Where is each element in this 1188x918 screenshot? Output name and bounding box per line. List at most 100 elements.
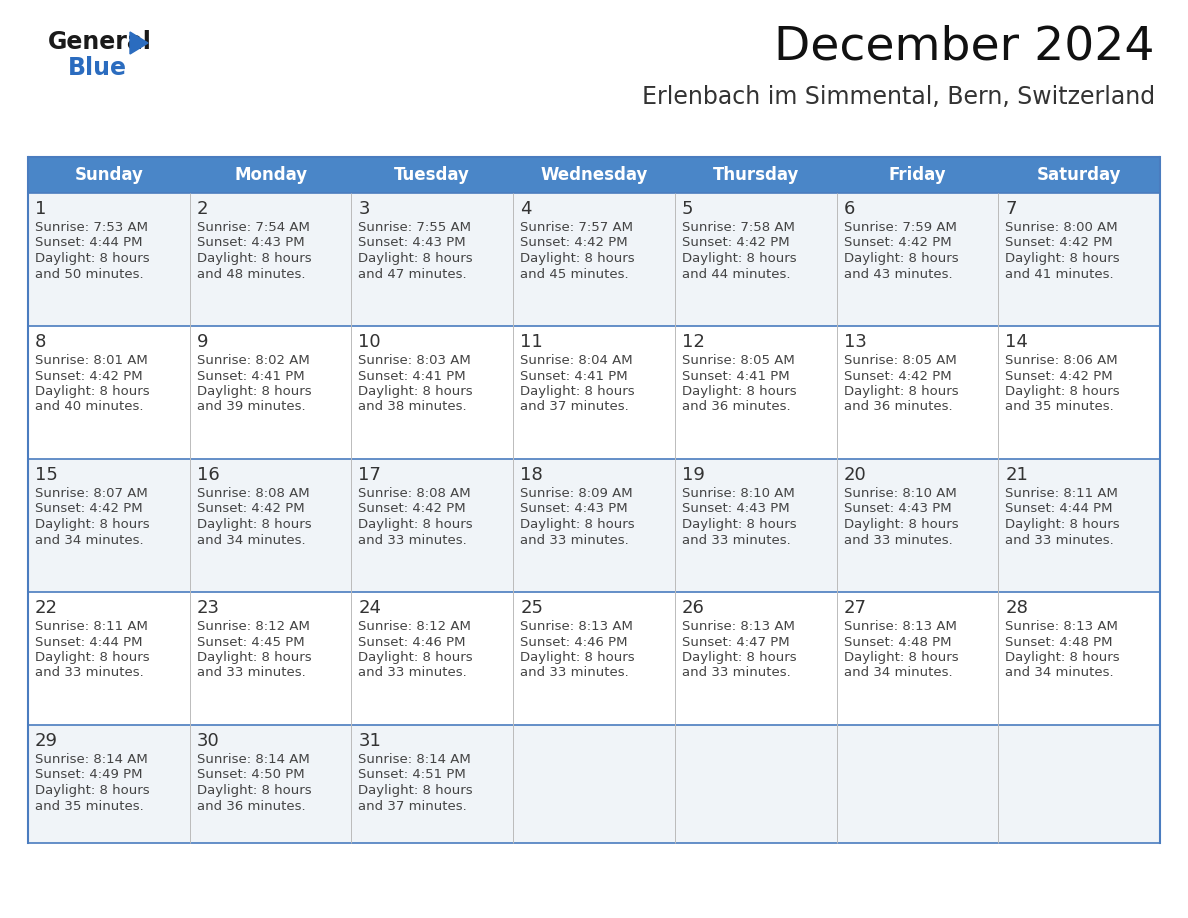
Text: and 38 minutes.: and 38 minutes. [359,400,467,413]
Text: Sunrise: 7:53 AM: Sunrise: 7:53 AM [34,221,148,234]
Text: 25: 25 [520,599,543,617]
Text: Sunset: 4:44 PM: Sunset: 4:44 PM [34,635,143,648]
Text: and 34 minutes.: and 34 minutes. [1005,666,1114,679]
Text: 18: 18 [520,466,543,484]
Text: Sunrise: 8:11 AM: Sunrise: 8:11 AM [1005,487,1118,500]
Text: 2: 2 [197,200,208,218]
Text: and 33 minutes.: and 33 minutes. [359,666,467,679]
Text: Daylight: 8 hours: Daylight: 8 hours [682,651,796,664]
Text: Daylight: 8 hours: Daylight: 8 hours [197,651,311,664]
Text: and 35 minutes.: and 35 minutes. [34,800,144,812]
Text: Sunset: 4:44 PM: Sunset: 4:44 PM [1005,502,1113,516]
Text: and 34 minutes.: and 34 minutes. [197,533,305,546]
Text: Sunset: 4:42 PM: Sunset: 4:42 PM [520,237,627,250]
Text: Sunrise: 7:55 AM: Sunrise: 7:55 AM [359,221,472,234]
Text: 26: 26 [682,599,704,617]
Text: Daylight: 8 hours: Daylight: 8 hours [520,385,634,398]
Text: Daylight: 8 hours: Daylight: 8 hours [359,784,473,797]
Text: and 33 minutes.: and 33 minutes. [359,533,467,546]
Text: Daylight: 8 hours: Daylight: 8 hours [682,518,796,531]
Text: Sunset: 4:43 PM: Sunset: 4:43 PM [359,237,466,250]
Text: Sunset: 4:48 PM: Sunset: 4:48 PM [843,635,952,648]
Text: 31: 31 [359,732,381,750]
Text: and 45 minutes.: and 45 minutes. [520,267,628,281]
Text: and 33 minutes.: and 33 minutes. [520,533,628,546]
Text: and 33 minutes.: and 33 minutes. [197,666,305,679]
Text: Daylight: 8 hours: Daylight: 8 hours [1005,651,1120,664]
Text: 21: 21 [1005,466,1028,484]
Text: Daylight: 8 hours: Daylight: 8 hours [34,385,150,398]
Text: and 40 minutes.: and 40 minutes. [34,400,144,413]
Text: and 44 minutes.: and 44 minutes. [682,267,790,281]
Text: General: General [48,30,152,54]
Text: 8: 8 [34,333,46,351]
Text: Sunrise: 8:05 AM: Sunrise: 8:05 AM [843,354,956,367]
Text: 29: 29 [34,732,58,750]
Text: Sunset: 4:41 PM: Sunset: 4:41 PM [359,370,466,383]
Text: 9: 9 [197,333,208,351]
Text: and 36 minutes.: and 36 minutes. [843,400,953,413]
Text: Sunrise: 8:03 AM: Sunrise: 8:03 AM [359,354,472,367]
Text: 19: 19 [682,466,704,484]
Text: Erlenbach im Simmental, Bern, Switzerland: Erlenbach im Simmental, Bern, Switzerlan… [642,85,1155,109]
Bar [29,326,1159,459]
Text: 15: 15 [34,466,58,484]
Text: Sunrise: 8:13 AM: Sunrise: 8:13 AM [1005,620,1118,633]
Text: 30: 30 [197,732,220,750]
Text: Sunrise: 8:07 AM: Sunrise: 8:07 AM [34,487,147,500]
Text: Sunrise: 8:08 AM: Sunrise: 8:08 AM [197,487,309,500]
Text: Sunrise: 8:06 AM: Sunrise: 8:06 AM [1005,354,1118,367]
Text: Sunset: 4:42 PM: Sunset: 4:42 PM [197,502,304,516]
Text: 1: 1 [34,200,46,218]
Text: Daylight: 8 hours: Daylight: 8 hours [34,518,150,531]
Text: Sunset: 4:46 PM: Sunset: 4:46 PM [520,635,627,648]
Text: Sunrise: 8:14 AM: Sunrise: 8:14 AM [359,753,472,766]
Text: Wednesday: Wednesday [541,166,647,184]
Text: Sunrise: 8:14 AM: Sunrise: 8:14 AM [197,753,309,766]
Text: Blue: Blue [68,56,127,80]
Text: Sunrise: 8:00 AM: Sunrise: 8:00 AM [1005,221,1118,234]
Text: December 2024: December 2024 [775,25,1155,70]
Text: and 36 minutes.: and 36 minutes. [682,400,790,413]
Text: Sunset: 4:41 PM: Sunset: 4:41 PM [682,370,790,383]
Text: and 33 minutes.: and 33 minutes. [1005,533,1114,546]
Text: Daylight: 8 hours: Daylight: 8 hours [1005,252,1120,265]
Text: Sunrise: 8:05 AM: Sunrise: 8:05 AM [682,354,795,367]
Text: 22: 22 [34,599,58,617]
Text: Daylight: 8 hours: Daylight: 8 hours [682,252,796,265]
Text: Sunrise: 8:13 AM: Sunrise: 8:13 AM [843,620,956,633]
Bar [29,725,1159,843]
Text: 17: 17 [359,466,381,484]
Text: Sunset: 4:50 PM: Sunset: 4:50 PM [197,768,304,781]
Text: and 34 minutes.: and 34 minutes. [34,533,144,546]
Text: Daylight: 8 hours: Daylight: 8 hours [197,252,311,265]
Text: 24: 24 [359,599,381,617]
Text: 5: 5 [682,200,694,218]
Text: and 33 minutes.: and 33 minutes. [682,533,790,546]
Text: 27: 27 [843,599,866,617]
Text: Daylight: 8 hours: Daylight: 8 hours [197,518,311,531]
Text: Sunrise: 8:04 AM: Sunrise: 8:04 AM [520,354,633,367]
Text: Sunset: 4:42 PM: Sunset: 4:42 PM [1005,370,1113,383]
Text: Daylight: 8 hours: Daylight: 8 hours [843,252,959,265]
Text: and 37 minutes.: and 37 minutes. [520,400,628,413]
Text: Thursday: Thursday [713,166,798,184]
Text: Sunrise: 8:10 AM: Sunrise: 8:10 AM [682,487,795,500]
Text: Daylight: 8 hours: Daylight: 8 hours [34,252,150,265]
Text: Sunset: 4:45 PM: Sunset: 4:45 PM [197,635,304,648]
Text: Sunset: 4:42 PM: Sunset: 4:42 PM [1005,237,1113,250]
Text: Sunset: 4:43 PM: Sunset: 4:43 PM [682,502,790,516]
Text: Sunset: 4:43 PM: Sunset: 4:43 PM [197,237,304,250]
Text: Sunrise: 8:08 AM: Sunrise: 8:08 AM [359,487,472,500]
Text: Sunrise: 7:57 AM: Sunrise: 7:57 AM [520,221,633,234]
Text: Daylight: 8 hours: Daylight: 8 hours [359,252,473,265]
Text: 6: 6 [843,200,855,218]
Text: Sunday: Sunday [75,166,144,184]
Text: Daylight: 8 hours: Daylight: 8 hours [34,651,150,664]
Text: Daylight: 8 hours: Daylight: 8 hours [520,518,634,531]
Text: Daylight: 8 hours: Daylight: 8 hours [359,651,473,664]
Text: Sunset: 4:43 PM: Sunset: 4:43 PM [843,502,952,516]
Text: Sunrise: 7:58 AM: Sunrise: 7:58 AM [682,221,795,234]
Text: 28: 28 [1005,599,1028,617]
Text: Daylight: 8 hours: Daylight: 8 hours [1005,385,1120,398]
